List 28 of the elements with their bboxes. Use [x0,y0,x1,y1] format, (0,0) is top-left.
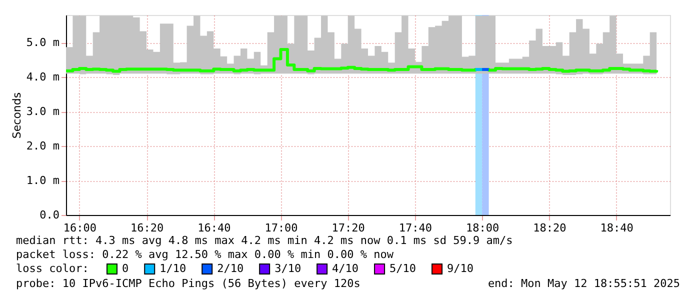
legend-title: loss color: [16,262,89,275]
y-tick-label: 1.0 m [26,174,60,188]
text: probe: 10 IPv6-ICMP Echo Pings (56 Bytes) every 120s [16,277,360,290]
x-tick-label: 18:20 [533,222,566,234]
x-tick-label: 18:00 [466,222,500,234]
legend-label: 3/10 [274,262,302,275]
y-axis-title: Seconds [10,92,24,139]
legend-label: 0 [122,262,129,275]
text: end: Mon May 12 18:55:51 2025 [488,277,680,290]
x-tick-label: 17:20 [332,222,365,234]
legend-label: 5/10 [390,262,416,275]
y-tick-label: 2.0 m [26,140,60,153]
y-tick-label: 3.0 m [26,105,60,118]
x-tick-label: 18:40 [600,222,634,234]
y-tick-label: 4.0 m [26,70,60,84]
y-tick-label: 5.0 m [26,36,60,50]
text: packet loss: 0.22 % avg 12.50 % max 0.00 % min 0.00 % now [16,248,394,261]
legend-label: 4/10 [332,262,359,275]
legend-label: 9/10 [447,262,474,275]
legend-label: 1/10 [160,262,186,275]
legend-label: 2/10 [217,262,244,275]
x-tick-label: 17:00 [264,222,298,234]
x-tick-label: 16:20 [130,222,164,234]
x-tick-label: 17:40 [398,222,432,234]
x-tick-label: 16:40 [198,222,231,234]
x-tick-label: 16:00 [63,222,96,234]
y-tick-label: 0.0 [40,208,60,222]
text: median rtt: 4.3 ms avg 4.8 ms max 4.2 ms min 4.2 ms now 0.1 ms sd 59.9 am/s [16,234,513,247]
